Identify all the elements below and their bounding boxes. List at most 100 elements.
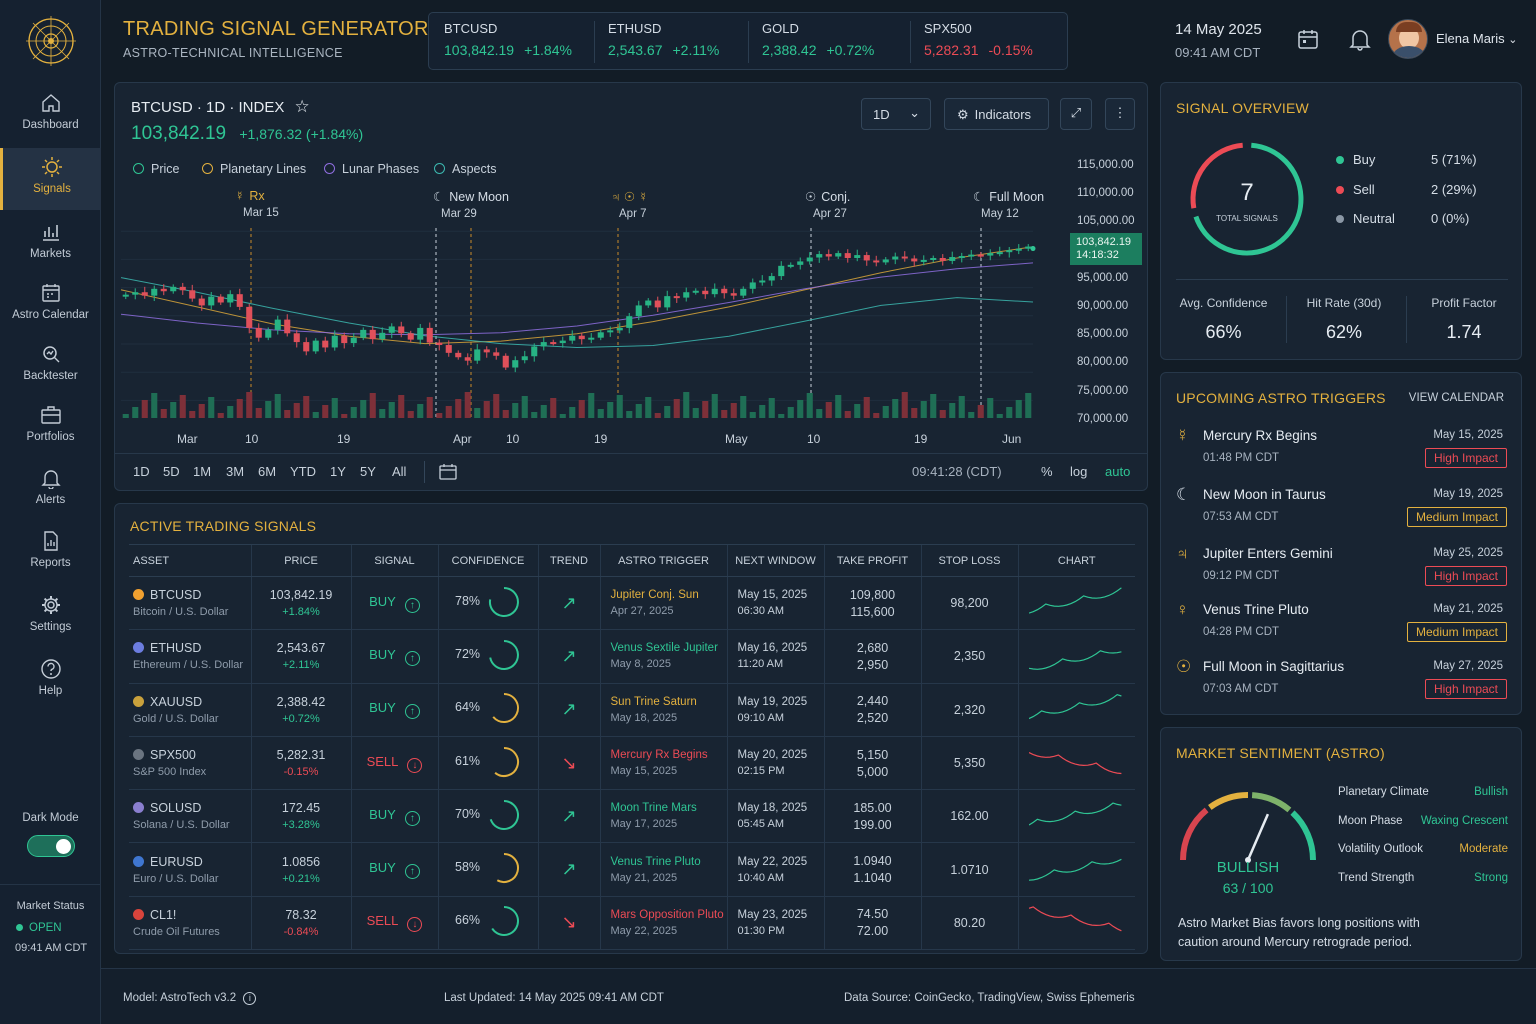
trigger-name[interactable]: Sun Trine Saturn	[610, 695, 697, 708]
table-row[interactable]: SOLUSD Solana / U.S. Dollar 172.45 +3.28% BU…	[129, 789, 1135, 844]
trigger-name[interactable]: Venus Sextile Jupiter	[610, 642, 718, 655]
astro-event-marker[interactable]: ☾ New Moon Mar 29	[433, 189, 509, 220]
signal-badge[interactable]: BUY	[369, 646, 396, 662]
sidebar-item-reports[interactable]: Reports	[0, 522, 101, 584]
sparkline[interactable]	[1029, 848, 1124, 888]
astro-event-marker[interactable]: ♃ ☉ ☿ Apr 7	[611, 189, 653, 220]
avatar[interactable]	[1388, 19, 1428, 59]
sidebar-item-astro-calendar[interactable]: Astro Calendar	[0, 274, 101, 336]
legend-planetary-lines[interactable]: Planetary Lines	[202, 162, 306, 176]
range-1m[interactable]: 1M	[193, 464, 212, 479]
range-5y[interactable]: 5Y	[360, 464, 376, 479]
column-header[interactable]: TAKE PROFIT	[823, 544, 921, 577]
trend-up-icon: ↗	[561, 805, 577, 826]
market-status-label: Market Status	[16, 900, 85, 912]
range-3m[interactable]: 3M	[226, 464, 245, 479]
ticker-ethusd[interactable]: ETHUSD 2,543.67 +2.11%	[608, 21, 719, 63]
asset-name: S&P 500 Index	[133, 766, 207, 779]
legend-lunar-phases[interactable]: Lunar Phases	[324, 162, 419, 176]
trigger-item[interactable]: ☉ Full Moon in Sagittarius 07:03 AM CDT May…	[1161, 657, 1523, 713]
range-1y[interactable]: 1Y	[330, 464, 346, 479]
signal-badge[interactable]: BUY	[369, 700, 396, 716]
range-6m[interactable]: 6M	[258, 464, 277, 479]
column-header[interactable]: PRICE	[250, 544, 351, 577]
trigger-name[interactable]: Mars Opposition Pluto	[610, 908, 724, 921]
take-profit-2: 199.00	[853, 817, 892, 832]
ticker-btcusd[interactable]: BTCUSD 103,842.19 +1.84%	[444, 21, 572, 63]
signal-badge[interactable]: BUY	[369, 806, 396, 822]
trigger-name[interactable]: Moon Trine Mars	[610, 802, 697, 815]
sidebar-item-alerts[interactable]: Alerts	[0, 459, 101, 521]
volume-bar	[246, 392, 253, 418]
astro-event-marker[interactable]: ☾ Full Moon May 12	[973, 189, 1044, 220]
range-5d[interactable]: 5D	[163, 464, 180, 479]
stop-loss-value: 162.00	[950, 809, 989, 824]
trigger-name[interactable]: Jupiter Conj. Sun	[610, 589, 699, 602]
sparkline[interactable]	[1028, 795, 1124, 835]
sidebar-item-backtester[interactable]: Backtester	[0, 335, 101, 397]
signal-badge[interactable]: SELL	[366, 913, 399, 929]
dark-mode-toggle[interactable]	[27, 835, 75, 857]
trigger-item[interactable]: ☾ New Moon in Taurus 07:53 AM CDT May 19, 2…	[1161, 485, 1523, 541]
sidebar-item-help[interactable]: Help	[0, 650, 101, 712]
astro-event-marker[interactable]: ☿ Rx Mar 15	[235, 189, 279, 219]
indicators-button[interactable]: ⚙ Indicators	[944, 98, 1049, 130]
sparkline[interactable]	[1028, 742, 1124, 782]
column-header[interactable]: SIGNAL	[350, 544, 438, 577]
table-row[interactable]: ETHUSD Ethereum / U.S. Dollar 2,543.67 +2.1…	[129, 629, 1135, 684]
sparkline[interactable]	[1029, 901, 1124, 941]
column-header[interactable]: CONFIDENCE	[437, 544, 538, 577]
more-button[interactable]: ⋮	[1105, 98, 1135, 130]
stop-loss-value: 2,320	[953, 702, 986, 717]
interval-select[interactable]: 1D ⌄	[861, 98, 931, 130]
table-row[interactable]: XAUUSD Gold / U.S. Dollar 2,388.42 +0.72% BU…	[129, 683, 1135, 737]
date-range-icon[interactable]	[439, 463, 457, 481]
signal-badge[interactable]: BUY	[369, 593, 396, 609]
table-row[interactable]: BTCUSD Bitcoin / U.S. Dollar 103,842.19 +1.…	[129, 576, 1135, 631]
column-header[interactable]: STOP LOSS	[920, 544, 1018, 577]
expand-button[interactable]: ⤢	[1060, 98, 1092, 130]
column-header[interactable]: CHART	[1017, 544, 1135, 577]
table-row[interactable]: CL1! Crude Oil Futures 78.32 -0.84% SELL ↓ 66%…	[129, 896, 1135, 951]
legend-price[interactable]: Price	[133, 162, 179, 176]
info-icon[interactable]: i	[243, 992, 257, 1005]
trigger-item[interactable]: ♃ Jupiter Enters Gemini 09:12 PM CDT May 25…	[1161, 544, 1523, 600]
trigger-item[interactable]: ☿ Mercury Rx Begins 01:48 PM CDT May 15, 20…	[1161, 426, 1523, 482]
log-scale[interactable]: log	[1070, 464, 1088, 479]
view-calendar-link[interactable]: VIEW CALENDAR	[1408, 392, 1504, 404]
sidebar-item-signals[interactable]: Signals	[0, 148, 101, 210]
bell-icon[interactable]	[1349, 27, 1371, 51]
signal-badge[interactable]: BUY	[369, 860, 396, 876]
percent-scale[interactable]: %	[1041, 464, 1053, 479]
legend-aspects[interactable]: Aspects	[434, 162, 496, 176]
trigger-name[interactable]: Mercury Rx Begins	[610, 749, 708, 762]
auto-scale[interactable]: auto	[1105, 464, 1131, 479]
column-header[interactable]: ASSET	[129, 544, 251, 577]
table-row[interactable]: EURUSD Euro / U.S. Dollar 1.0856 +0.21% BUY ↑…	[129, 842, 1135, 897]
astro-event-marker[interactable]: ☉ Conj. Apr 27	[805, 189, 850, 220]
range-ytd[interactable]: YTD	[290, 464, 316, 479]
trigger-item[interactable]: ♀ Venus Trine Pluto 04:28 PM CDT May 21, 20…	[1161, 600, 1523, 656]
sidebar-item-dashboard[interactable]: Dashboard	[0, 84, 101, 146]
sidebar-item-settings[interactable]: Settings	[0, 586, 101, 648]
sparkline[interactable]	[1029, 635, 1124, 675]
column-header[interactable]: NEXT WINDOW	[726, 544, 824, 577]
sparkline[interactable]	[1028, 688, 1124, 728]
sparkline[interactable]	[1029, 582, 1124, 622]
price-chart[interactable]	[121, 228, 1071, 428]
range-all[interactable]: All	[392, 464, 407, 479]
user-name[interactable]: Elena Maris ⌄	[1436, 31, 1518, 46]
table-row[interactable]: SPX500 S&P 500 Index 5,282.31 -0.15% SELL ↓ 61…	[129, 736, 1135, 791]
range-1d[interactable]: 1D	[133, 464, 150, 479]
confidence-arc	[488, 586, 519, 617]
sidebar-item-portfolios[interactable]: Portfolios	[0, 396, 101, 458]
trigger-name[interactable]: Venus Trine Pluto	[610, 855, 701, 868]
column-header[interactable]: ASTRO TRIGGER	[599, 544, 727, 577]
sidebar-item-markets[interactable]: Markets	[0, 213, 101, 275]
calendar-icon[interactable]	[1297, 28, 1319, 50]
ticker-gold[interactable]: GOLD 2,388.42 +0.72%	[762, 21, 874, 63]
column-header[interactable]: TREND	[537, 544, 600, 577]
ticker-spx500[interactable]: SPX500 5,282.31 -0.15%	[924, 21, 1033, 63]
signal-badge[interactable]: SELL	[366, 753, 399, 769]
star-icon[interactable]: ☆	[294, 97, 310, 116]
